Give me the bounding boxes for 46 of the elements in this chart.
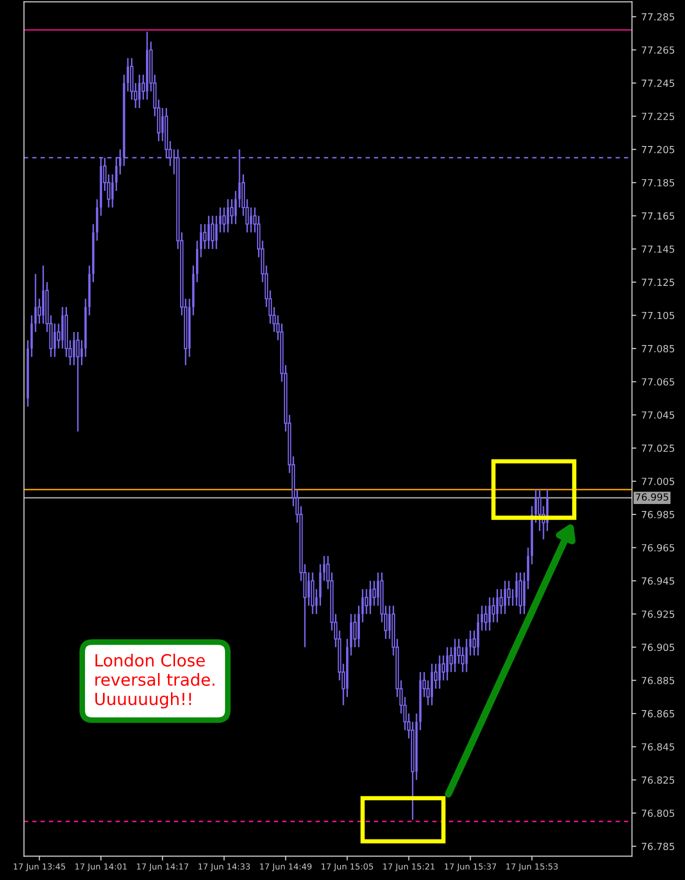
y-tick-label: 76.905 xyxy=(642,644,674,652)
y-tick-label: 77.265 xyxy=(642,46,674,54)
x-tick-label: 17 Jun 14:01 xyxy=(75,863,127,872)
y-tick-label: 77.145 xyxy=(642,246,674,253)
y-tick-label: 76.845 xyxy=(642,743,674,751)
y-tick-label: 76.985 xyxy=(642,510,674,518)
y-tick-label: 77.285 xyxy=(642,13,674,21)
candlestick xyxy=(322,555,326,582)
x-tick-label: 17 Jun 15:21 xyxy=(383,863,434,872)
ref-line-label: 76.995 xyxy=(636,493,668,501)
y-tick-label: 76.885 xyxy=(642,676,674,684)
y-tick-label: 77.005 xyxy=(642,478,674,486)
x-tick-label: 17 Jun 13:45 xyxy=(14,863,66,872)
y-tick-label: 77.105 xyxy=(642,312,674,320)
x-tick-label: 17 Jun 15:37 xyxy=(444,863,496,872)
y-tick-label: 76.865 xyxy=(642,710,674,718)
y-tick-label: 76.825 xyxy=(642,776,674,784)
candlestick xyxy=(234,190,237,225)
candlestick xyxy=(469,630,472,656)
y-tick-label: 77.185 xyxy=(642,179,674,186)
candlestick xyxy=(215,215,218,250)
x-tick-label: 17 Jun 15:53 xyxy=(506,863,558,872)
y-tick-label: 77.225 xyxy=(642,112,674,120)
y-tick-label: 77.065 xyxy=(642,378,674,386)
y-tick-label: 76.805 xyxy=(642,810,674,817)
y-tick-label: 77.085 xyxy=(642,345,674,352)
annotation: London Close reversal trade. Uuuuuugh!! xyxy=(95,654,214,708)
y-tick-label: 77.165 xyxy=(642,212,674,220)
y-tick-label: 77.205 xyxy=(642,146,674,154)
y-tick-label: 77.245 xyxy=(642,80,674,87)
y-tick-label: 76.965 xyxy=(642,544,674,552)
x-tick-label: 17 Jun 14:49 xyxy=(260,863,312,872)
candlestick xyxy=(361,588,364,623)
candlestick xyxy=(488,596,491,632)
x-tick-label: 17 Jun 14:33 xyxy=(198,863,250,872)
y-tick-label: 76.945 xyxy=(642,577,674,585)
y-tick-label: 76.925 xyxy=(642,610,674,618)
x-tick-label: 17 Jun 14:17 xyxy=(136,863,188,872)
y-tick-label: 76.785 xyxy=(642,842,674,850)
y-tick-label: 77.025 xyxy=(642,444,674,452)
y-tick-label: 77.125 xyxy=(642,278,674,286)
candlestick xyxy=(76,331,80,432)
y-tick-label: 77.045 xyxy=(642,411,674,419)
candlestick xyxy=(480,605,484,632)
x-tick-label: 17 Jun 15:05 xyxy=(322,863,373,872)
candlestick xyxy=(126,57,130,92)
